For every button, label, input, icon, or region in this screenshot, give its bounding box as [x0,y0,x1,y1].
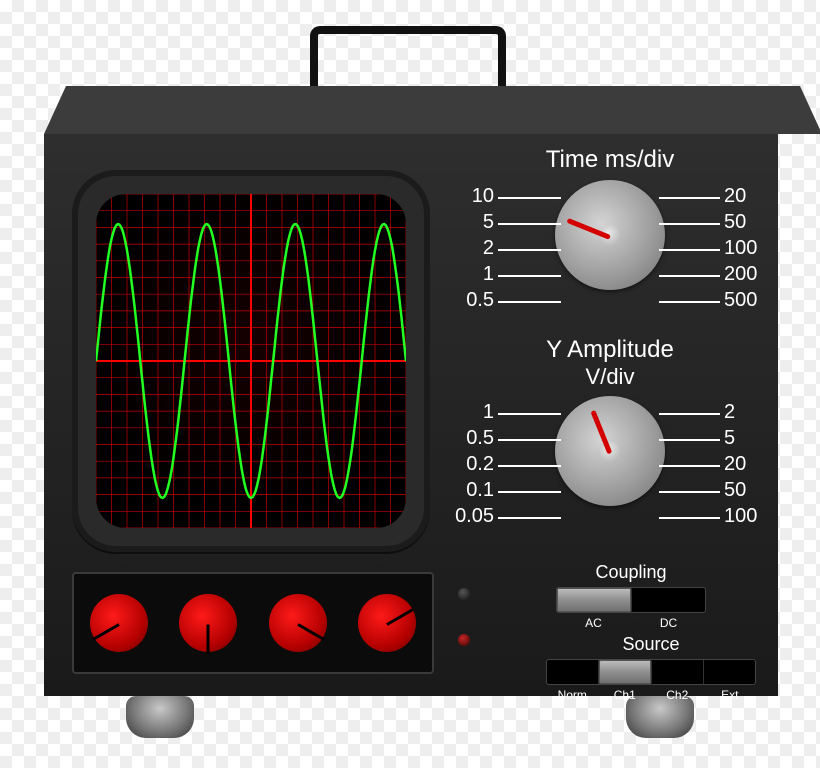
adjustment-knob-1[interactable] [90,594,148,652]
coupling-legend: ACDC [556,616,706,630]
dial-tick [498,301,561,303]
oscilloscope-screen [96,194,406,528]
dial-tick [498,439,561,441]
switch-option-label: Ch2 [651,688,704,702]
dial-tick [659,275,720,277]
time-dial-title: Time ms/div [452,146,768,174]
time-dial-section: Time ms/div 10 5 2 1 0.5 20 50 100 200 500 [452,146,768,330]
dial-tick-label: 0.05 [450,505,494,528]
switch-position-ac[interactable] [557,588,632,612]
dial-tick-label: 5 [724,427,735,450]
dial-tick-label: 5 [450,211,494,234]
dial-tick-label: 50 [724,479,746,502]
adjustment-knob-2[interactable] [179,594,237,652]
dial-tick [659,517,720,519]
dial-tick-label: 1 [450,263,494,286]
dial-tick [498,197,561,199]
dial-tick-label: 0.2 [450,453,494,476]
switch-position-ext[interactable] [704,660,755,684]
dial-tick [659,223,720,225]
dial-tick [659,413,720,415]
source-legend: NormCh1Ch2Ext [546,688,756,702]
indicator-light-1 [458,588,470,600]
time-dial-needle [566,218,611,240]
dial-tick-label: 0.5 [450,289,494,312]
amplitude-dial-needle [590,410,612,455]
switch-option-label: Ch1 [599,688,652,702]
dial-tick [498,491,561,493]
screen-bezel [72,170,430,552]
dial-tick [498,275,561,277]
dial-tick-label: 0.1 [450,479,494,502]
dial-tick [498,223,561,225]
coupling-label: Coupling [556,562,706,583]
dial-tick [659,465,720,467]
source-switch[interactable] [546,659,756,685]
foot-left [126,696,194,738]
foot-right [626,696,694,738]
dial-tick-label: 10 [450,185,494,208]
dial-tick-label: 50 [724,211,746,234]
chassis-top [44,86,820,134]
dial-tick-label: 1 [450,401,494,424]
dial-tick-label: 200 [724,263,757,286]
coupling-section: Coupling ACDC [556,562,706,630]
switch-position-ch2[interactable] [652,660,704,684]
switch-option-label: Ext [704,688,757,702]
dial-tick [498,465,561,467]
coupling-switch[interactable] [556,587,706,613]
dial-tick-label: 100 [724,505,757,528]
amplitude-dial-title: Y Amplitude [452,336,768,364]
dial-tick-label: 20 [724,185,746,208]
adjustment-knob-4[interactable] [358,594,416,652]
adjustment-knob-row [72,572,434,674]
adjustment-knob-3[interactable] [269,594,327,652]
switch-position-ch1[interactable] [599,660,651,684]
switch-option-label: Norm [546,688,599,702]
dial-tick-label: 2 [450,237,494,260]
dial-tick-label: 20 [724,453,746,476]
dial-tick [498,413,561,415]
dial-tick-label: 0.5 [450,427,494,450]
carry-handle [310,26,506,92]
dial-tick [659,491,720,493]
amplitude-dial-knob[interactable] [555,396,665,506]
dial-tick [659,439,720,441]
amplitude-dial-section: Y Amplitude V/div 1 0.5 0.2 0.1 0.05 2 5 20 50 10… [452,336,768,546]
dial-tick [498,249,561,251]
dial-tick-label: 100 [724,237,757,260]
dial-tick-label: 2 [724,401,735,424]
dial-tick [659,249,720,251]
time-dial-knob[interactable] [555,180,665,290]
scope-display [96,194,406,528]
dial-tick [498,517,561,519]
source-section: Source NormCh1Ch2Ext [546,634,756,702]
dial-tick [659,301,720,303]
switch-option-label: AC [556,616,631,630]
indicator-light-2 [458,634,470,646]
switch-option-label: DC [631,616,706,630]
switch-position-dc[interactable] [632,588,706,612]
switch-position-norm[interactable] [547,660,599,684]
dial-tick [659,197,720,199]
source-label: Source [546,634,756,655]
amplitude-dial-subtitle: V/div [452,364,768,390]
dial-tick-label: 500 [724,289,757,312]
